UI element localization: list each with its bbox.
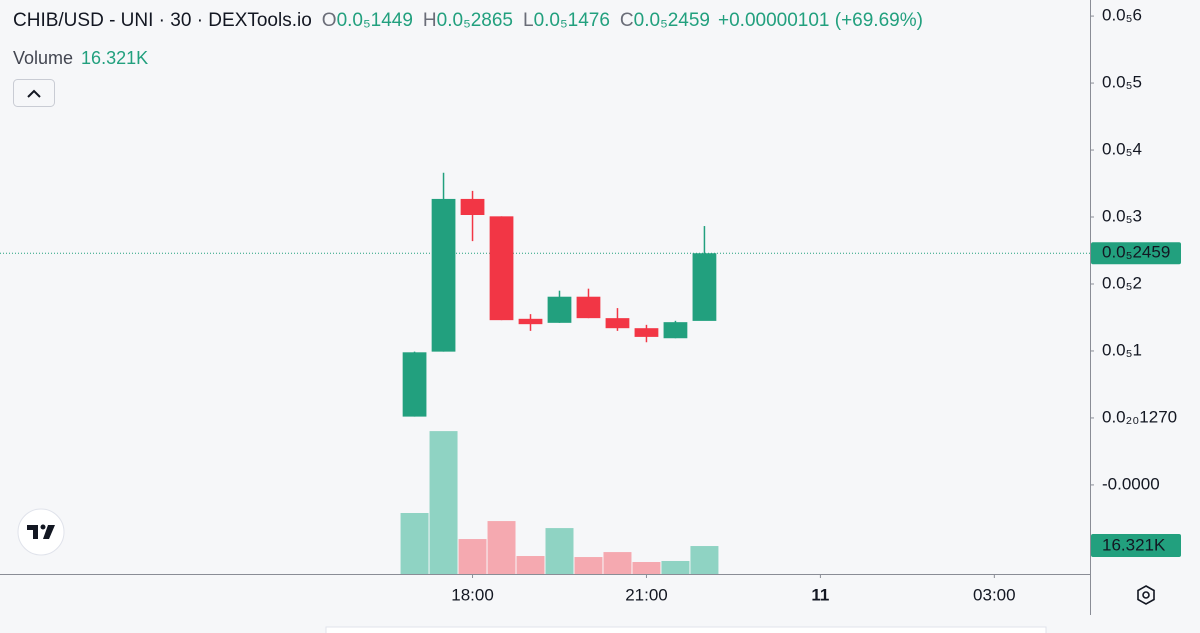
- y-tick-label: 0.0₅3: [1102, 206, 1142, 225]
- candle-body: [518, 318, 543, 325]
- volume-tag-label: 16.321K: [1102, 536, 1166, 555]
- x-tick-label: 03:00: [973, 585, 1016, 604]
- volume-bar: [429, 431, 458, 574]
- volume-bar: [487, 521, 516, 574]
- candle-body: [402, 352, 427, 417]
- x-tick-label: 18:00: [451, 585, 494, 604]
- candle-body: [547, 296, 572, 323]
- volume-value: 16.321K: [81, 48, 149, 68]
- volume-bar: [574, 557, 603, 574]
- volume-bar: [603, 552, 632, 574]
- ohlc-key: L: [523, 10, 534, 31]
- y-tick-label: 0.0₅6: [1102, 6, 1142, 25]
- volume-tag: [1091, 534, 1181, 558]
- volume-bar: [545, 528, 574, 574]
- y-tick-label: 0.0₂₀1270: [1102, 407, 1177, 426]
- candle-body: [605, 318, 630, 329]
- ohlc-key: C: [619, 10, 634, 31]
- x-tick-label: 11: [811, 585, 829, 604]
- settings-button[interactable]: [1137, 585, 1155, 605]
- y-tick-label: -0.0000: [1102, 474, 1160, 493]
- candle-body: [431, 198, 456, 352]
- ohlc-value: 0.0₅1449: [336, 10, 413, 31]
- ohlc-key: O: [321, 10, 337, 31]
- last-price-tag: [1091, 242, 1181, 265]
- x-tick-label: 21:00: [625, 585, 668, 604]
- candle-body: [460, 198, 485, 215]
- volume-legend: Volume 16.321K: [13, 48, 148, 69]
- price-change: +0.00000101 (+69.69%): [718, 10, 923, 31]
- ohlc-value: 0.0₅2865: [436, 10, 513, 31]
- last-price-label: 0.0₅2459: [1102, 243, 1170, 262]
- candle-body: [692, 253, 717, 321]
- ohlc-key: H: [422, 10, 437, 31]
- candle-body: [576, 296, 601, 319]
- ohlc-value: 0.0₅1476: [533, 10, 610, 31]
- volume-bar: [400, 513, 429, 574]
- y-tick-label: 0.0₅5: [1102, 73, 1142, 92]
- y-tick-label: 0.0₅4: [1102, 140, 1142, 159]
- candle-body: [663, 322, 688, 339]
- volume-bar: [661, 560, 690, 574]
- candle-body: [489, 216, 514, 321]
- candle-body: [634, 328, 659, 337]
- volume-bar: [516, 556, 545, 574]
- volume-bar: [690, 546, 719, 574]
- y-tick-label: 0.0₅1: [1102, 340, 1142, 359]
- volume-bar: [458, 539, 487, 574]
- legend-header: CHIB/USD - UNI · 30 · DEXTools.io O0.0₅14…: [13, 10, 923, 32]
- volume-title: Volume: [13, 48, 74, 68]
- y-tick-label: 0.0₅2: [1102, 273, 1142, 292]
- tradingview-logo[interactable]: [17, 508, 65, 556]
- volume-bar: [632, 562, 661, 574]
- bottom-toolbar: [325, 626, 1047, 633]
- symbol-title: CHIB/USD - UNI · 30 · DEXTools.io: [13, 10, 312, 31]
- collapse-button[interactable]: [13, 79, 55, 107]
- ohlc-value: 0.0₅2459: [633, 10, 710, 31]
